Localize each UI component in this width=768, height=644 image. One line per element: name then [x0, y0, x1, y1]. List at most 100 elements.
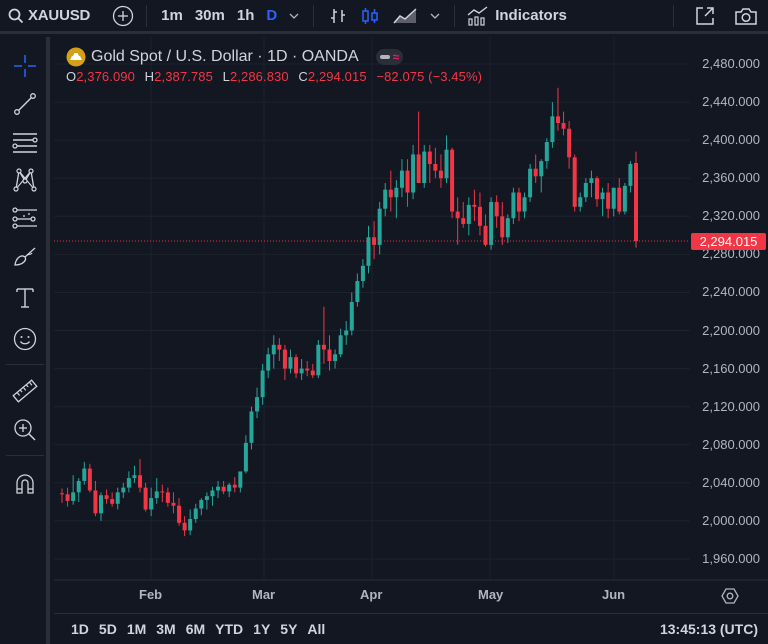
plus-circle-icon — [112, 5, 134, 26]
price-axis-label: 2,160.000 — [702, 360, 760, 376]
brush-icon — [14, 247, 36, 266]
legend-toggle[interactable]: ≈ — [375, 49, 404, 65]
price-axis-label: 2,200.000 — [702, 322, 760, 338]
open-value: 2,376.090 — [76, 69, 135, 84]
screenshot-button[interactable] — [722, 2, 768, 30]
top-toolbar: XAUUSD 1m 30m 1h D Indicators — [0, 0, 768, 34]
zoom-in-icon — [14, 419, 36, 441]
current-price-tag: 2,294.015 — [691, 233, 766, 250]
price-axis-label: 2,120.000 — [702, 398, 760, 414]
gold-bar-icon — [66, 47, 86, 67]
timeframe-d[interactable]: D — [266, 7, 278, 24]
search-icon — [8, 8, 24, 23]
chart-style-dropdown[interactable] — [424, 2, 446, 30]
price-axis-label: 2,400.000 — [702, 132, 760, 148]
add-symbol-button[interactable] — [112, 2, 134, 30]
forecast-icon — [12, 207, 37, 229]
range-1m[interactable]: 1M — [126, 621, 147, 637]
candles-style-button[interactable] — [354, 2, 386, 30]
text-icon — [16, 288, 34, 308]
area-icon — [393, 7, 417, 23]
range-bar: 1D 5D 1M 3M 6M YTD 1Y 5Y All 13:45:13 (U… — [54, 613, 768, 644]
symbol-label: XAUUSD — [28, 7, 91, 24]
price-axis-label: 2,480.000 — [702, 56, 760, 71]
price-axis-label: 2,440.000 — [702, 94, 760, 110]
approx-icon: ≈ — [392, 50, 400, 64]
range-ytd[interactable]: YTD — [215, 621, 244, 637]
bars-style-button[interactable] — [322, 2, 354, 30]
fullscreen-icon — [696, 6, 714, 25]
ruler-icon — [12, 379, 38, 403]
zoom-in-tool[interactable] — [9, 414, 41, 446]
settings-hex-icon — [721, 588, 739, 604]
toolbar-divider — [454, 4, 456, 27]
price-axis-label: 2,360.000 — [702, 170, 760, 186]
trend-line-icon — [14, 93, 36, 115]
chart-settings-button[interactable] — [721, 587, 739, 605]
patterns-tool[interactable] — [9, 164, 41, 196]
emoji-tool[interactable] — [9, 323, 41, 355]
range-1d[interactable]: 1D — [71, 621, 89, 637]
time-axis-label: Mar — [252, 587, 276, 602]
fib-lines-icon — [12, 133, 38, 153]
symbol-search-button[interactable]: XAUUSD — [0, 2, 90, 30]
range-6m[interactable]: 6M — [185, 621, 206, 637]
indicators-label: Indicators — [495, 7, 567, 24]
high-value: 2,387.785 — [154, 69, 213, 84]
drawing-toolbar — [0, 37, 50, 644]
time-axis-label: Apr — [360, 587, 383, 602]
price-axis-label: 2,080.000 — [702, 436, 760, 452]
timeframe-dropdown[interactable] — [283, 2, 305, 30]
toolbar-divider — [6, 364, 44, 365]
bars-icon — [331, 8, 346, 23]
time-axis-label: May — [478, 587, 504, 602]
range-5d[interactable]: 5D — [98, 621, 117, 637]
indicators-button[interactable]: Indicators — [463, 2, 571, 30]
chart-title: Gold Spot / U.S. Dollar · 1D · OANDA — [91, 48, 359, 65]
range-1y[interactable]: 1Y — [253, 621, 271, 637]
timeframe-30m[interactable]: 30m — [194, 7, 225, 24]
magnet-icon — [16, 474, 34, 494]
ohlc-values: O2,376.090 H2,387.785 L2,286.830 C2,294.… — [66, 69, 483, 84]
text-tool[interactable] — [9, 282, 41, 314]
xabcd-pattern-icon — [13, 168, 37, 192]
time-axis-label: Feb — [139, 587, 163, 602]
crosshair-icon — [14, 55, 36, 77]
toolbar-divider — [313, 4, 315, 27]
crosshair-tool[interactable] — [9, 50, 41, 82]
toolbar-divider — [673, 4, 674, 27]
camera-icon — [735, 7, 757, 25]
toolbar-divider — [6, 455, 44, 456]
ruler-tool[interactable] — [9, 375, 41, 407]
chevron-down-icon — [430, 13, 440, 19]
trend-line-tool[interactable] — [9, 88, 41, 120]
low-value: 2,286.830 — [229, 69, 289, 84]
candlestick-chart[interactable] — [54, 37, 768, 613]
utc-clock[interactable]: 13:45:13 (UTC) — [659, 621, 758, 637]
price-axis-label: 2,240.000 — [702, 284, 760, 300]
price-axis-label: 2,040.000 — [702, 474, 760, 490]
chevron-down-icon — [289, 13, 299, 19]
toolbar-divider — [146, 4, 148, 27]
timeframe-1m[interactable]: 1m — [161, 7, 183, 24]
forecasting-tool[interactable] — [9, 202, 41, 234]
timeframe-1h[interactable]: 1h — [236, 7, 255, 24]
range-3m[interactable]: 3M — [156, 621, 176, 637]
fullscreen-button[interactable] — [688, 2, 722, 30]
indicators-icon — [467, 5, 488, 26]
price-axis-label: 2,000.000 — [702, 512, 760, 528]
price-axis-label: 2,280.000 — [702, 246, 760, 262]
change-value: −82.075 (−3.45%) — [376, 69, 483, 84]
fib-retracement-tool[interactable] — [9, 126, 41, 158]
range-5y[interactable]: 5Y — [280, 621, 298, 637]
chart-legend: Gold Spot / U.S. Dollar · 1D · OANDA ≈ O… — [66, 46, 488, 84]
smiley-icon — [13, 327, 37, 351]
candles-icon — [362, 7, 378, 24]
time-axis-label: Jun — [602, 587, 626, 602]
brush-tool[interactable] — [9, 240, 41, 272]
range-all[interactable]: All — [307, 621, 326, 637]
price-axis-label: 2,320.000 — [702, 208, 760, 224]
magnet-tool[interactable] — [9, 468, 41, 500]
hide-icon — [379, 55, 390, 59]
area-style-button[interactable] — [386, 2, 424, 30]
